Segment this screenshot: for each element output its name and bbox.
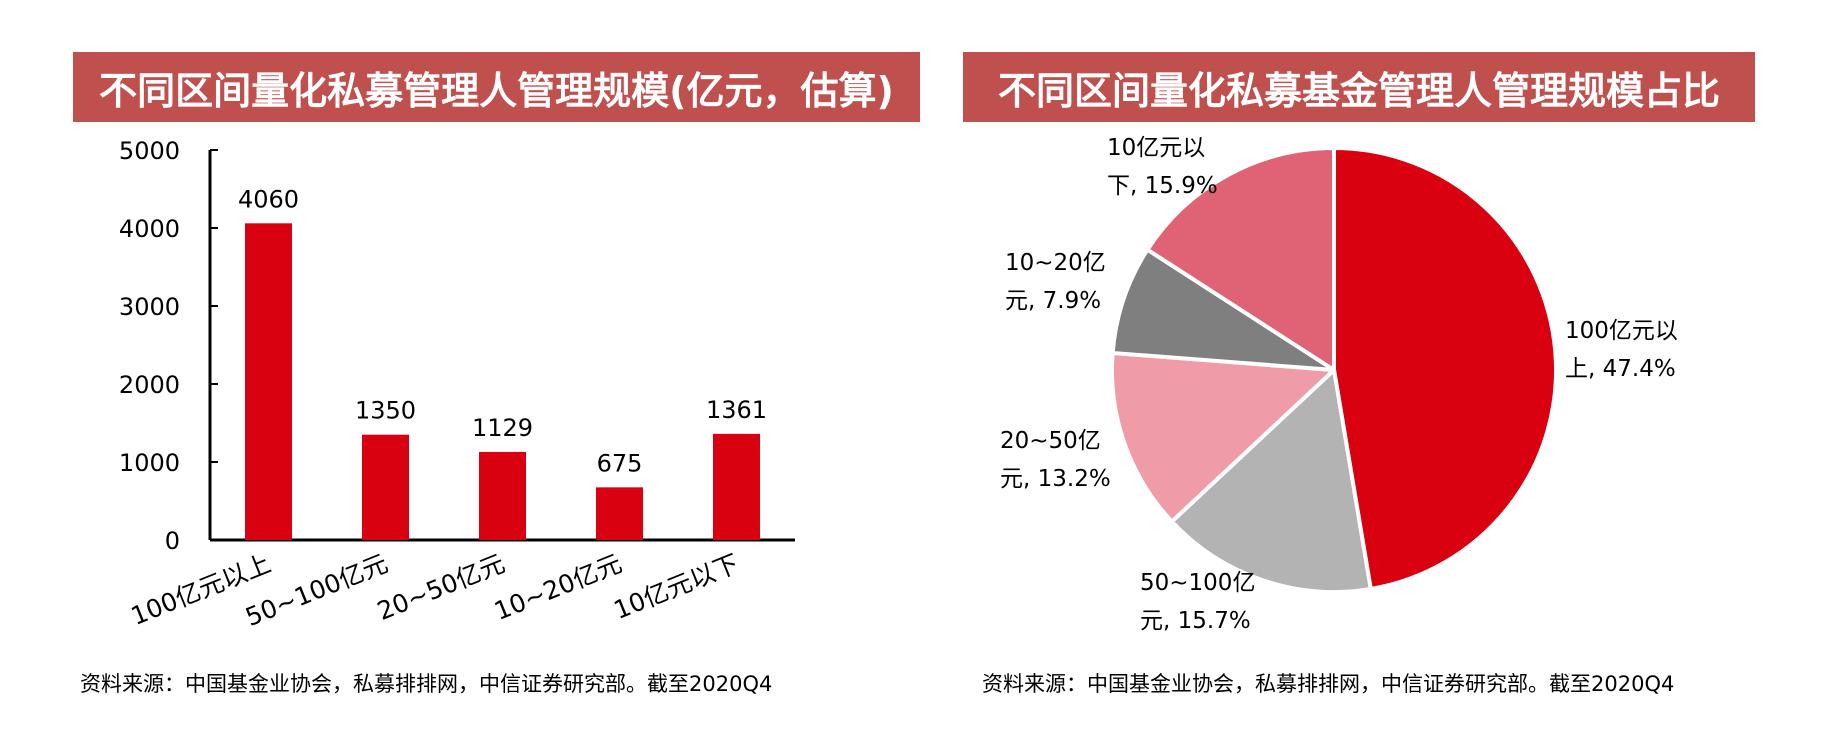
bar-y-tick-label: 2000 bbox=[119, 371, 180, 399]
bar-rect bbox=[596, 487, 643, 540]
bar-rect bbox=[362, 434, 409, 540]
bar-rect bbox=[479, 451, 526, 540]
pie-slice bbox=[1110, 350, 1336, 524]
bar-data-label: 1361 bbox=[706, 396, 767, 424]
pie-slice-label-line: 下, 15.9% bbox=[1107, 173, 1218, 199]
pie-slice-label: 50~100亿元, 15.7% bbox=[1140, 570, 1255, 634]
pie-slice bbox=[1169, 368, 1373, 595]
bar-rect bbox=[245, 223, 292, 540]
bar-rect bbox=[713, 433, 760, 540]
bar-chart-source-note: 资料来源：中国基金业协会，私募排排网，中信证券研究部。截至2020Q4 bbox=[80, 672, 773, 696]
bar-y-tick-label: 1000 bbox=[119, 449, 180, 477]
bar-chart: 0100020003000400050004060100亿元以上135050~1… bbox=[119, 137, 795, 632]
pie-slice-label: 10亿元以下, 15.9% bbox=[1107, 135, 1218, 199]
pie-slice-label-line: 元, 15.7% bbox=[1140, 608, 1251, 634]
pie-slice-label-line: 元, 13.2% bbox=[1000, 466, 1111, 492]
bar-data-label: 4060 bbox=[238, 185, 299, 213]
pie-slice-label-line: 100亿元以 bbox=[1565, 318, 1678, 344]
pie-slice-label-line: 10亿元以 bbox=[1107, 135, 1205, 161]
pie-slice-label-line: 10~20亿 bbox=[1005, 250, 1106, 276]
bar-category-label: 10亿元以下 bbox=[610, 549, 743, 625]
pie-slice-label-line: 元, 7.9% bbox=[1005, 288, 1101, 314]
bar-y-tick-label: 5000 bbox=[119, 137, 180, 165]
pie-slice-label: 100亿元以上, 47.4% bbox=[1565, 318, 1678, 382]
pie-slice bbox=[1145, 146, 1336, 372]
pie-slice bbox=[1332, 146, 1558, 591]
pie-chart-source-note: 资料来源：中国基金业协会，私募排排网，中信证券研究部。截至2020Q4 bbox=[982, 672, 1675, 696]
bar-data-label: 1129 bbox=[472, 414, 533, 442]
pie-slice-label: 10~20亿元, 7.9% bbox=[1005, 250, 1106, 314]
bar-category-label: 10~20亿元 bbox=[490, 549, 626, 626]
bar-data-label: 1350 bbox=[355, 397, 416, 425]
pie-chart-title: 不同区间量化私募基金管理人管理规模占比 bbox=[963, 52, 1755, 122]
pie-slice-label-line: 50~100亿 bbox=[1140, 570, 1255, 596]
bar-category-label: 20~50亿元 bbox=[373, 549, 509, 626]
bar-chart-title: 不同区间量化私募管理人管理规模(亿元，估算) bbox=[73, 52, 920, 122]
pie-slice bbox=[1110, 247, 1336, 372]
pie-chart: 100亿元以上, 47.4% 50~100亿元, 15.7% 20~50亿元, 13… bbox=[1000, 135, 1678, 634]
pie-slice-label-line: 上, 47.4% bbox=[1565, 356, 1676, 382]
bar-data-label: 675 bbox=[597, 449, 643, 477]
pie-slice-label-line: 20~50亿 bbox=[1000, 428, 1101, 454]
pie-slice-label: 20~50亿元, 13.2% bbox=[1000, 428, 1111, 492]
bar-y-tick-label: 0 bbox=[165, 527, 180, 555]
bar-y-tick-label: 4000 bbox=[119, 215, 180, 243]
bar-y-tick-label: 3000 bbox=[119, 293, 180, 321]
